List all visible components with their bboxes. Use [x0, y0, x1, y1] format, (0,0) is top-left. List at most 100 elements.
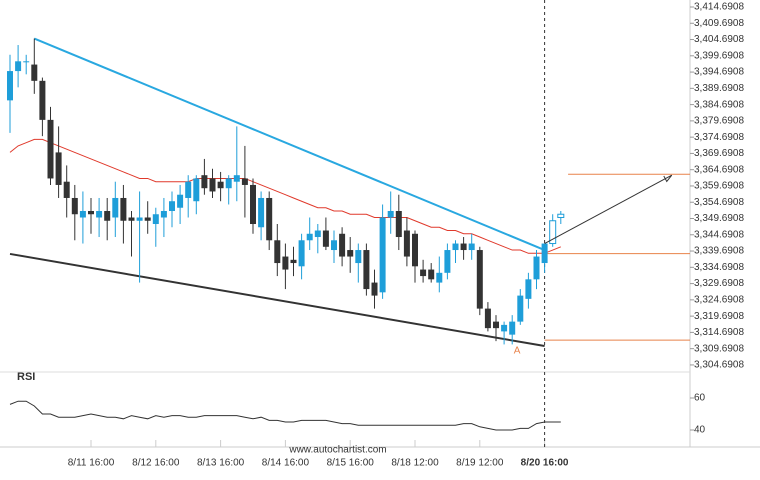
candle-body — [371, 282, 378, 296]
candle-body — [71, 197, 78, 215]
x-tick-label: 8/19 12:00 — [456, 458, 504, 469]
candle-body — [193, 178, 200, 202]
x-tick-label: 8/12 16:00 — [132, 458, 180, 469]
candle-body — [290, 259, 297, 264]
candle-body — [160, 210, 167, 218]
arrow-head — [663, 174, 673, 183]
candle-body — [420, 269, 427, 277]
candle-body — [436, 272, 443, 283]
candle-body — [379, 217, 386, 293]
moving-average — [9, 138, 561, 254]
x-tick-label: 8/15 16:00 — [327, 458, 375, 469]
candle-body — [79, 210, 86, 218]
candle-body — [96, 210, 103, 218]
candle-body — [387, 210, 394, 218]
candle-body — [363, 250, 370, 290]
candle-body — [136, 217, 143, 221]
candle-body — [120, 197, 127, 221]
x-tick-label: 8/13 16:00 — [197, 458, 245, 469]
candle-body — [314, 230, 321, 238]
candle-body — [225, 178, 232, 189]
y-tick-label: 3,324.6908 — [694, 294, 744, 305]
candle-body — [428, 269, 435, 280]
candle-body — [31, 64, 38, 81]
x-tick-label: 8/11 16:00 — [68, 458, 115, 469]
y-tick-label: 3,309.6908 — [694, 343, 744, 354]
candle-body — [339, 233, 346, 257]
y-tick-label: 3,399.6908 — [694, 50, 744, 61]
candle-body — [128, 217, 135, 221]
y-tick-label: 3,409.6908 — [694, 18, 744, 29]
y-tick-label: 3,334.6908 — [694, 262, 744, 273]
x-tick-label: 8/18 12:00 — [391, 458, 439, 469]
candle-body — [517, 295, 524, 322]
candle-body — [39, 80, 46, 120]
candle-body — [484, 308, 491, 329]
candle-body — [501, 324, 508, 332]
y-tick-label: 3,349.6908 — [694, 213, 744, 224]
candle-body — [201, 175, 208, 189]
candle-body — [55, 152, 62, 185]
candle-body — [452, 243, 459, 251]
candle-body — [533, 256, 540, 280]
y-tick-label: 3,404.6908 — [694, 34, 744, 45]
candle-body — [266, 197, 273, 241]
candle-body — [233, 175, 240, 182]
candle-body — [47, 119, 54, 179]
candle-body — [282, 256, 289, 270]
candle-body — [152, 214, 159, 225]
candle-body — [557, 213, 565, 218]
candle-body — [347, 250, 354, 257]
x-tick-label: 8/20 16:00 — [521, 458, 569, 469]
y-tick-label: 3,379.6908 — [694, 116, 744, 127]
candle-body — [217, 181, 224, 189]
candle-body — [88, 210, 94, 215]
point-label: A — [514, 346, 521, 357]
y-tick-label: 3,339.6908 — [694, 246, 744, 257]
rsi-label: RSI — [17, 371, 35, 383]
candle-body — [476, 250, 483, 309]
candle-body — [177, 194, 184, 208]
candle-body — [298, 240, 305, 267]
candle-body — [525, 279, 532, 299]
y-tick-label: 3,344.6908 — [694, 229, 744, 240]
y-tick-label: 3,384.6908 — [694, 99, 744, 110]
y-tick-label: 3,359.6908 — [694, 181, 744, 192]
candle-body — [112, 197, 119, 218]
candle-body — [444, 250, 451, 273]
trendline — [33, 37, 545, 251]
candle-body — [241, 178, 248, 185]
y-tick-label: 3,414.6908 — [694, 2, 744, 13]
candle-body — [15, 61, 22, 72]
y-tick-label: 3,364.6908 — [694, 164, 744, 175]
forecast-arrow — [544, 174, 673, 244]
candle-body — [144, 217, 151, 221]
candle-body — [403, 230, 410, 257]
candle-body — [63, 181, 70, 198]
candle-body — [169, 201, 175, 211]
candle-body — [355, 250, 362, 264]
candle-body — [460, 243, 467, 251]
candle-body — [509, 321, 516, 335]
y-tick-label: 3,329.6908 — [694, 278, 744, 289]
x-tick-label: 8/14 16:00 — [262, 458, 310, 469]
trendline — [9, 252, 545, 348]
y-tick-label: 3,319.6908 — [694, 311, 744, 322]
y-tick-label: 3,314.6908 — [694, 327, 744, 338]
candle-body — [7, 71, 13, 101]
candle-body — [468, 243, 475, 251]
y-tick-label: 3,374.6908 — [694, 132, 744, 143]
candle-body — [250, 184, 256, 225]
candle-body — [395, 210, 402, 238]
rsi-line — [9, 400, 561, 431]
candle-body — [23, 61, 30, 63]
candle-body — [331, 240, 337, 251]
candle-body — [209, 178, 216, 192]
y-tick-label: 3,354.6908 — [694, 197, 744, 208]
candle-body — [185, 181, 192, 198]
candle-body — [541, 243, 548, 264]
candle-body — [493, 321, 499, 329]
candle-body — [258, 197, 265, 228]
source: www.autochartist.com — [288, 445, 386, 456]
